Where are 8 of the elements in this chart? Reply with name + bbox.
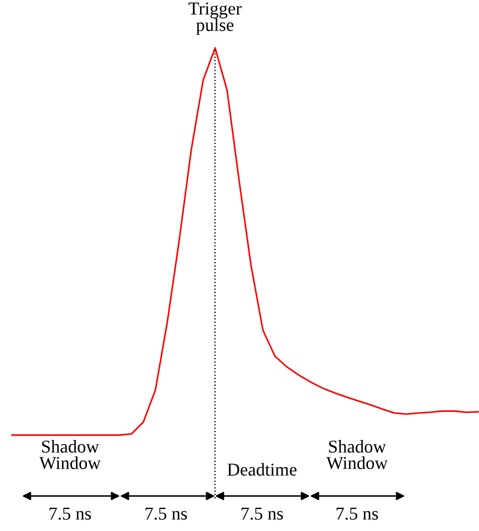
- text: 7.5 ns: [336, 508, 378, 520]
- text: Deadtime: [227, 463, 296, 476]
- text: Shadow Window: [39, 440, 101, 470]
- text: 7.5 ns: [50, 508, 91, 520]
- text: 7.5 ns: [242, 508, 283, 520]
- text: 7.5 ns: [146, 508, 187, 520]
- text: Shadow Window: [326, 440, 388, 470]
- text: Trigger pulse: [188, 2, 242, 35]
